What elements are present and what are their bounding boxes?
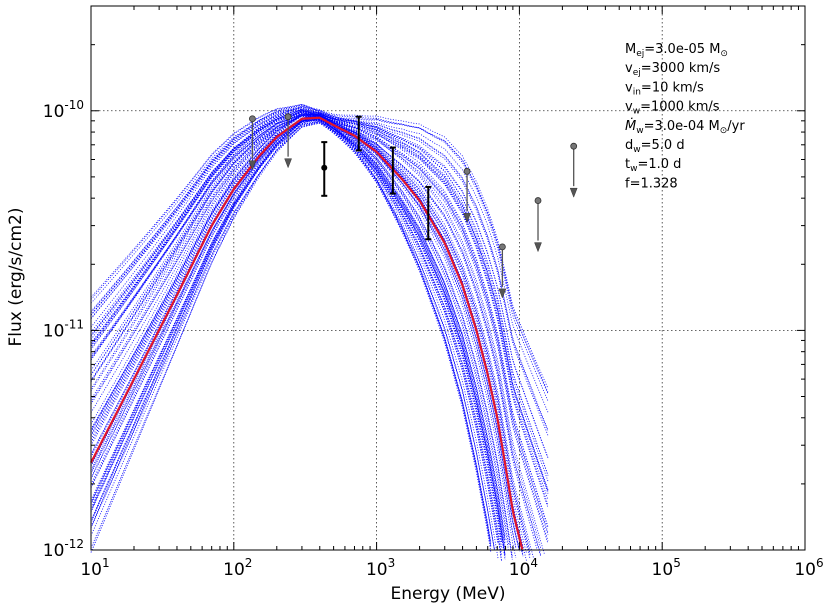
sample-curve (90, 115, 506, 543)
upper-limit-arrow (248, 160, 257, 171)
x-tick-label: 106 (794, 556, 823, 580)
upper-limits (248, 113, 578, 299)
upper-limit-marker (498, 243, 506, 251)
x-axis-label: Energy (MeV) (391, 584, 506, 604)
sample-curve (90, 111, 524, 556)
sample-curve (90, 111, 506, 551)
parameter-annotation: dw=5.0 d (625, 138, 685, 155)
parameter-annotation: vin=10 km/s (625, 80, 704, 97)
parameter-annotation: tw=1.0 d (625, 157, 681, 174)
sample-curve (90, 106, 549, 402)
sample-curve (90, 119, 506, 547)
x-tick-label: 104 (509, 556, 538, 580)
sample-curve (90, 113, 531, 551)
upper-limit-arrow (498, 288, 507, 299)
y-tick-label: 10-10 (43, 98, 84, 122)
sample-curve (90, 113, 492, 546)
sample-curve (90, 111, 506, 556)
parameter-annotation: Mej=3.0e-05 M⊙ (625, 42, 728, 59)
x-tick-label: 103 (366, 556, 395, 580)
y-axis-label: Flux (erg/s/cm2) (6, 208, 26, 347)
axis-ticks (90, 5, 805, 551)
data-point (321, 164, 328, 171)
upper-limit-arrow (569, 187, 578, 198)
sample-curve (90, 115, 549, 491)
parameter-annotation: vej=3000 km/s (625, 61, 720, 78)
sample-curve (90, 107, 549, 476)
upper-limit-arrow (284, 158, 292, 169)
x-tick-label: 105 (652, 556, 681, 580)
best-fit-line (90, 116, 524, 550)
sample-curve (90, 122, 495, 550)
sample-curve (90, 113, 549, 456)
sample-curve (90, 116, 538, 551)
sample-curve (90, 103, 549, 389)
x-tick-label: 102 (223, 556, 252, 580)
parameter-annotation: Ṁw=3.0e-04 M⊙/yr (625, 118, 745, 136)
sample-curve (90, 114, 495, 550)
upper-limit-arrow (463, 213, 471, 224)
y-tick-label: 10-12 (43, 537, 84, 561)
sample-curve (90, 114, 499, 559)
sample-curve (90, 109, 527, 554)
sample-curve (90, 120, 492, 552)
parameter-annotation: vw=1000 km/s (625, 100, 720, 117)
plot-frame (90, 5, 806, 551)
sample-curve (90, 113, 549, 482)
sample-curve (90, 109, 506, 541)
sample-curve (90, 121, 499, 543)
sample-curve (90, 111, 549, 425)
sample-curve (90, 110, 549, 490)
sample-curve (90, 111, 499, 544)
sample-curve (90, 116, 549, 527)
sample-curve (90, 115, 492, 547)
sample-curve (90, 109, 524, 550)
upper-limit-marker (570, 142, 578, 150)
x-tick-label: 101 (80, 556, 109, 580)
model-sample-curves (90, 103, 549, 561)
grid-lines (91, 6, 805, 550)
sample-curve (90, 113, 549, 443)
upper-limit-marker (463, 167, 471, 175)
sample-curve (90, 116, 549, 523)
data-points (321, 115, 432, 241)
sample-curve (90, 108, 549, 509)
best-fit-curve (90, 116, 524, 550)
upper-limit-marker (249, 115, 256, 123)
y-tick-label: 10-11 (43, 317, 84, 341)
upper-limit-arrow (534, 242, 542, 253)
sample-curve (90, 107, 545, 555)
sample-curve (90, 121, 502, 561)
sample-curve (90, 114, 492, 544)
parameter-annotations: Mej=3.0e-05 M⊙ vej=3000 km/s vin=10 km/s vw… (625, 42, 745, 191)
parameter-annotation: f=1.328 (625, 176, 678, 191)
upper-limit-marker (284, 113, 292, 121)
tick-labels: 101 102 103 104 105 106 10-12 10-11 10-10 (43, 98, 824, 580)
upper-limit-marker (534, 197, 542, 204)
